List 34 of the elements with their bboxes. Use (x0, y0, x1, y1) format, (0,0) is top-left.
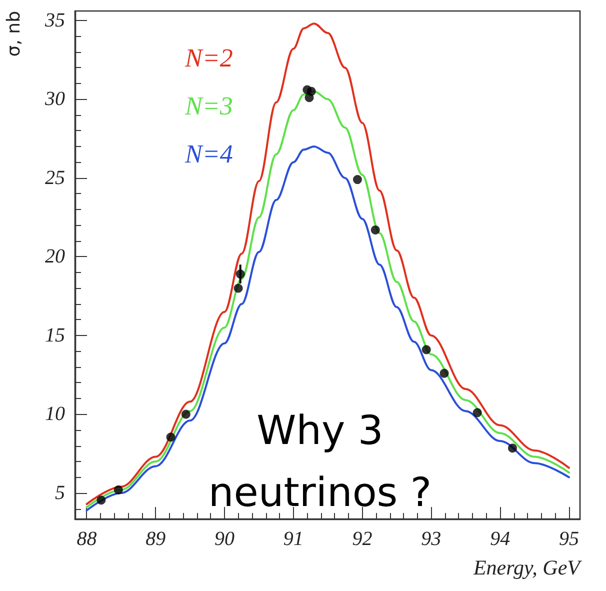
y-tick-label: 25 (45, 166, 65, 189)
x-axis-title: Energy, GeV (472, 556, 582, 580)
point (440, 368, 449, 378)
point (181, 410, 190, 419)
y-axis-title: σ, nb (4, 11, 24, 57)
text: N=3 (184, 92, 233, 120)
y-tick-label: 10 (45, 403, 65, 426)
x-tick-label: 93 (421, 528, 442, 550)
y-tick-label: 20 (45, 246, 65, 268)
text: N=4 (184, 140, 233, 168)
annotation: Why 3 neutrinos ? (208, 408, 432, 516)
point (236, 270, 245, 279)
x-tick-label: 89 (146, 528, 166, 550)
x-tick-label: 94 (490, 528, 510, 550)
series-label: N=2 (184, 44, 233, 72)
point (370, 225, 380, 234)
point (304, 93, 314, 102)
x-tick-label: 95 (558, 528, 579, 550)
point (422, 345, 431, 354)
y-tick-label: 15 (45, 324, 65, 346)
x-tick-label: 90 (214, 528, 234, 550)
point (234, 284, 243, 293)
x-tick-label: 91 (283, 528, 304, 550)
point (508, 444, 517, 453)
point (472, 408, 482, 418)
point (114, 485, 123, 494)
point (96, 496, 106, 505)
point (352, 175, 362, 184)
x-tick-label: 92 (352, 528, 372, 550)
y-tick-label: 5 (55, 482, 65, 504)
y-tick-label: 30 (44, 88, 65, 110)
point (166, 432, 176, 442)
x-tick-label: 88 (76, 528, 97, 550)
y-tick-label: 35 (44, 9, 65, 32)
